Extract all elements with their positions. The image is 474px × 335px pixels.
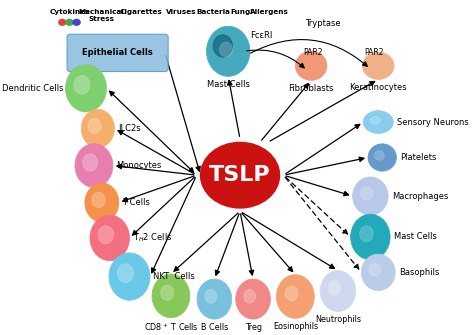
- Text: T Cells: T Cells: [122, 198, 150, 207]
- Text: Treg: Treg: [245, 323, 262, 332]
- Ellipse shape: [368, 144, 396, 171]
- Text: Eosinophils: Eosinophils: [273, 322, 318, 331]
- Ellipse shape: [244, 289, 255, 303]
- Ellipse shape: [98, 225, 114, 244]
- Text: Dendritic Cells: Dendritic Cells: [2, 84, 64, 93]
- Text: Epithelial Cells: Epithelial Cells: [82, 48, 153, 57]
- Ellipse shape: [91, 192, 105, 208]
- Ellipse shape: [75, 144, 113, 187]
- Text: Cigarettes: Cigarettes: [120, 9, 163, 15]
- Text: Keratinocytes: Keratinocytes: [349, 83, 407, 92]
- Ellipse shape: [88, 118, 101, 133]
- Ellipse shape: [161, 285, 174, 300]
- Ellipse shape: [207, 26, 250, 76]
- Ellipse shape: [361, 254, 395, 290]
- Ellipse shape: [205, 289, 217, 303]
- Ellipse shape: [353, 177, 388, 215]
- Ellipse shape: [201, 142, 280, 208]
- Ellipse shape: [351, 214, 390, 260]
- Text: Fungi: Fungi: [231, 9, 254, 15]
- Ellipse shape: [152, 274, 190, 318]
- Ellipse shape: [369, 263, 381, 276]
- Text: TSLP: TSLP: [209, 165, 271, 185]
- Ellipse shape: [65, 65, 107, 112]
- Ellipse shape: [74, 75, 90, 94]
- Text: Monocytes: Monocytes: [116, 161, 162, 170]
- Ellipse shape: [85, 183, 119, 222]
- Text: Mechanical
Stress: Mechanical Stress: [78, 9, 124, 22]
- Ellipse shape: [236, 279, 271, 319]
- Text: Neutrophils: Neutrophils: [315, 315, 361, 324]
- Ellipse shape: [295, 51, 327, 80]
- Text: FcεRI: FcεRI: [251, 31, 273, 40]
- Ellipse shape: [109, 253, 150, 300]
- Text: Platelets: Platelets: [401, 153, 437, 162]
- Text: Macrophages: Macrophages: [392, 192, 448, 201]
- Ellipse shape: [82, 154, 98, 171]
- Text: Basophils: Basophils: [399, 268, 439, 277]
- Circle shape: [66, 19, 73, 25]
- Ellipse shape: [328, 281, 341, 295]
- Text: T$_H$2 Cells: T$_H$2 Cells: [133, 232, 172, 244]
- Ellipse shape: [219, 42, 233, 57]
- Circle shape: [73, 19, 80, 25]
- Ellipse shape: [82, 110, 114, 148]
- Text: NKT  Cells: NKT Cells: [153, 272, 195, 281]
- Ellipse shape: [363, 52, 394, 79]
- Text: PAR2: PAR2: [365, 48, 384, 57]
- Circle shape: [59, 19, 66, 25]
- Text: CD8$^+$ T Cells: CD8$^+$ T Cells: [144, 322, 198, 333]
- Ellipse shape: [90, 215, 129, 261]
- Text: PAR2: PAR2: [303, 48, 322, 57]
- Ellipse shape: [320, 271, 356, 312]
- Text: Mast Cells: Mast Cells: [394, 232, 437, 242]
- Text: Cytokines: Cytokines: [49, 9, 90, 15]
- Ellipse shape: [197, 279, 232, 319]
- Text: Bacteria: Bacteria: [197, 9, 230, 15]
- Ellipse shape: [361, 187, 373, 200]
- Ellipse shape: [213, 35, 233, 57]
- Ellipse shape: [370, 117, 381, 124]
- Ellipse shape: [276, 275, 314, 318]
- Text: Mast Cells: Mast Cells: [207, 80, 250, 89]
- FancyBboxPatch shape: [67, 34, 168, 72]
- Ellipse shape: [363, 111, 393, 133]
- Ellipse shape: [285, 286, 298, 301]
- Text: Sensory Neurons: Sensory Neurons: [397, 118, 469, 127]
- Text: B Cells: B Cells: [201, 323, 228, 332]
- Text: Tryptase: Tryptase: [305, 19, 341, 28]
- Ellipse shape: [117, 264, 134, 283]
- Text: Fibroblasts: Fibroblasts: [289, 83, 334, 92]
- Text: ILC2s: ILC2s: [118, 124, 140, 133]
- Text: Allergens: Allergens: [250, 9, 289, 15]
- Ellipse shape: [374, 151, 384, 160]
- Text: Viruses: Viruses: [165, 9, 196, 15]
- Ellipse shape: [359, 226, 374, 242]
